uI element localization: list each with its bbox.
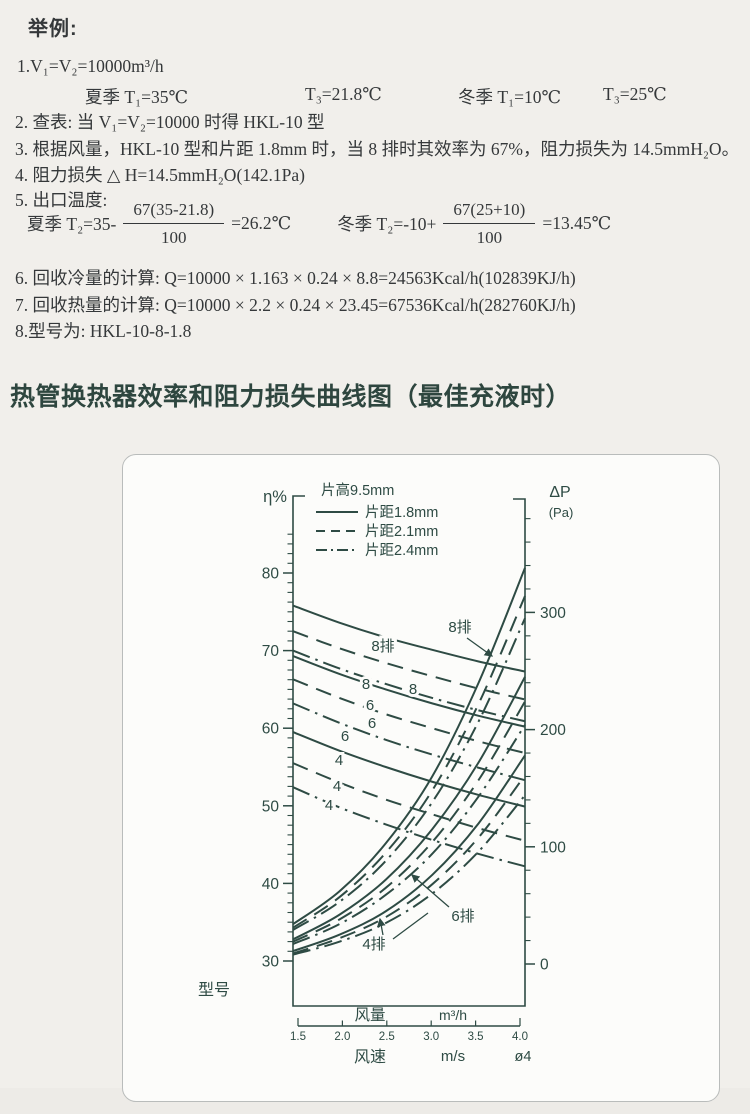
winter-denominator: 100 bbox=[476, 228, 503, 248]
winter-formula-prefix: 冬季 T₂=-10+ bbox=[337, 214, 437, 235]
temp-winter-t3: T₃=25℃ bbox=[603, 84, 667, 104]
curve-dp-4rows-1.8mm bbox=[292, 754, 526, 953]
curve-row-label: 4 bbox=[335, 752, 343, 769]
example-step-2: 2. 查表: 当 V₁=V₂=10000 时得 HKL-10 型 bbox=[15, 112, 325, 132]
curve-row-label: 6 bbox=[368, 715, 376, 732]
curve-eta-4rows-2.4mm bbox=[292, 786, 526, 868]
summer-numerator: 67(35-21.8) bbox=[123, 199, 225, 225]
legend-label-solid: 片距1.8mm bbox=[365, 504, 438, 521]
chart-svg: 80 70 60 50 40 30 300 200 100 0 片高9.5mm 片距1.8mm 片距2.… bbox=[198, 482, 574, 1066]
eta-tick-label: 70 bbox=[262, 643, 280, 660]
outlet-temp-calculation: 夏季 T₂=35- 67(35-21.8) 100 =26.2℃ 冬季 T₂=-1… bbox=[27, 199, 611, 249]
speed-tick-label: 2.0 bbox=[334, 1031, 350, 1043]
example-step-8: 8.型号为: HKL-10-8-1.8 bbox=[15, 321, 192, 341]
temp-summer-t1: 夏季 T₁=35℃ bbox=[85, 87, 189, 107]
annotation-label: 4排 bbox=[362, 936, 385, 953]
temp-winter-t1: 冬季 T₁=10℃ bbox=[458, 87, 562, 107]
dp-axis-label: ΔP bbox=[549, 484, 570, 501]
curve-eta-6rows-2.1mm bbox=[292, 678, 526, 755]
annotation-arrow bbox=[377, 917, 386, 936]
speed-tick-label: 4.0 bbox=[512, 1031, 528, 1043]
summer-denominator: 100 bbox=[160, 228, 187, 248]
curve-dp-4rows-2.4mm bbox=[292, 794, 526, 956]
dp-tick-label: 200 bbox=[540, 722, 566, 739]
chart-card: 80 70 60 50 40 30 300 200 100 0 片高9.5mm 片距1.8mm 片距2.… bbox=[122, 454, 720, 1102]
dp-tick-label: 100 bbox=[540, 839, 566, 856]
example-step-4: 4. 阻力损失 △ H=14.5mmH₂O(142.1Pa) bbox=[15, 165, 305, 185]
winter-result: =13.45℃ bbox=[542, 213, 612, 234]
example-step-1: 1.V₁=V₂=10000m³/h bbox=[17, 56, 164, 76]
dp-tick-label: 300 bbox=[540, 605, 566, 622]
curve-eta-6rows-2.4mm bbox=[292, 702, 526, 782]
curve-row-label: 6 bbox=[366, 697, 374, 714]
summer-result: =26.2℃ bbox=[231, 213, 292, 234]
dp-tick-label: 0 bbox=[540, 957, 549, 974]
eta-tick-label: 50 bbox=[262, 798, 280, 815]
curve-row-label: 6 bbox=[341, 728, 349, 745]
annotation-leader bbox=[392, 912, 429, 940]
annotation-arrow bbox=[411, 874, 450, 908]
speed-tick-label: 2.5 bbox=[379, 1031, 395, 1043]
curve-eta-4rows-1.8mm bbox=[292, 731, 526, 808]
speed-unit: m/s bbox=[441, 1048, 465, 1065]
example-step-5: 5. 出口温度: bbox=[15, 190, 108, 210]
flow-label: 风量 bbox=[354, 1007, 385, 1024]
eta-tick-label: 80 bbox=[262, 566, 280, 583]
winter-fraction: 67(25+10) 100 bbox=[443, 199, 536, 249]
curve-eta-6rows-1.8mm bbox=[292, 655, 526, 728]
speed-tick-label: 1.5 bbox=[290, 1031, 306, 1043]
curve-row-label: 8 bbox=[362, 676, 370, 693]
eta-axis-label: η% bbox=[263, 488, 287, 506]
curve-dp-6rows-1.8mm bbox=[292, 676, 526, 941]
curve-row-label: 4 bbox=[325, 797, 333, 814]
speed-tick-label: 3.0 bbox=[423, 1031, 439, 1043]
summer-formula-prefix: 夏季 T₂=35- bbox=[27, 214, 117, 235]
example-title: 举例: bbox=[28, 18, 78, 40]
summer-fraction: 67(35-21.8) 100 bbox=[123, 199, 225, 249]
curve-row-label: 8 bbox=[409, 681, 417, 698]
curve-eta-4rows-2.1mm bbox=[292, 762, 526, 842]
annotation-label: 6排 bbox=[451, 908, 474, 925]
speed-tick-label: 3.5 bbox=[468, 1031, 484, 1043]
model-label: 型号 bbox=[198, 981, 230, 999]
temp-summer-t3: T₃=21.8℃ bbox=[305, 84, 382, 104]
axes-frame bbox=[292, 495, 526, 1007]
curve-dp-4rows-2.1mm bbox=[292, 774, 526, 955]
speed-label: 风速 bbox=[354, 1048, 386, 1066]
winter-numerator: 67(25+10) bbox=[443, 199, 536, 225]
example-step-3: 3. 根据风量，HKL-10 型和片距 1.8mm 时，当 8 排时其效率为 6… bbox=[15, 139, 740, 159]
dp-axis-unit: (Pa) bbox=[549, 505, 574, 520]
annotation-label: 8排 bbox=[448, 619, 471, 636]
curve-row-label: 4 bbox=[333, 778, 341, 795]
example-step-6: 6. 回收冷量的计算: Q=10000 × 1.163 × 0.24 × 8.8… bbox=[15, 268, 576, 288]
tube-dia-label: ø4 bbox=[515, 1049, 532, 1065]
curve-eta-8rows-1.8mm bbox=[292, 604, 526, 673]
section-title: 热管换热器效率和阻力损失曲线图（最佳充液时） bbox=[10, 383, 572, 411]
legend-label-dashdot: 片距2.4mm bbox=[365, 542, 438, 559]
eta-tick-label: 60 bbox=[262, 721, 280, 738]
annotation-arrow bbox=[466, 637, 494, 657]
legend-title: 片高9.5mm bbox=[321, 482, 394, 499]
curve-dp-6rows-2.4mm bbox=[292, 724, 526, 945]
flow-unit: m³/h bbox=[439, 1007, 467, 1023]
curve-dp-6rows-2.1mm bbox=[292, 700, 526, 943]
eta-tick-label: 40 bbox=[262, 876, 280, 893]
legend-label-dashed: 片距2.1mm bbox=[365, 523, 438, 540]
curve-dp-8rows-2.4mm bbox=[292, 617, 526, 931]
curve-row-label: 8排 bbox=[371, 638, 394, 655]
curve-dp-8rows-2.1mm bbox=[292, 595, 526, 929]
eta-tick-label: 30 bbox=[262, 954, 280, 971]
example-step-7: 7. 回收热量的计算: Q=10000 × 2.2 × 0.24 × 23.45… bbox=[15, 295, 576, 315]
